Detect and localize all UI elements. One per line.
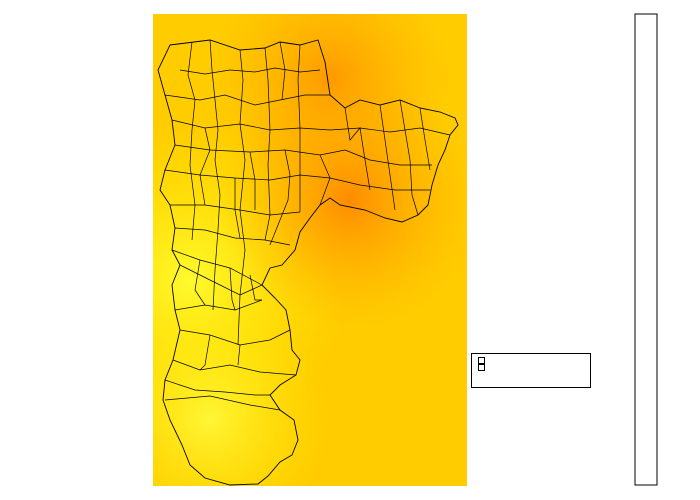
legend-item-origin xyxy=(478,357,590,364)
map-legend xyxy=(471,353,591,388)
gwr-surface xyxy=(153,14,467,486)
legend-swatch-origin xyxy=(478,357,485,364)
city-boundary xyxy=(157,39,459,486)
district-boundaries xyxy=(164,39,451,411)
color-scale-bar xyxy=(634,13,658,486)
legend-swatch-destination xyxy=(478,364,485,371)
legend-item-destination xyxy=(478,364,590,371)
